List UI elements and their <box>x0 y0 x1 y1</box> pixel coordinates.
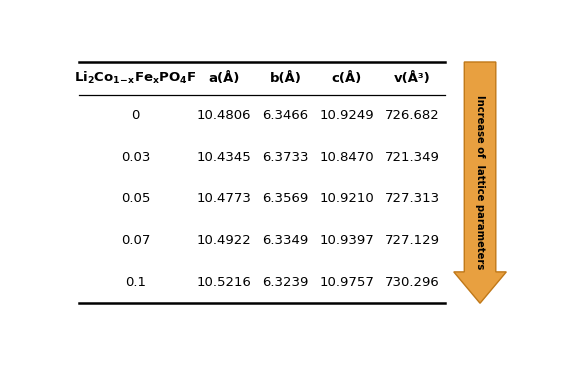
Text: 10.9249: 10.9249 <box>319 109 374 122</box>
Text: 10.9397: 10.9397 <box>319 234 374 247</box>
Text: b(Å): b(Å) <box>270 72 301 85</box>
Text: 10.5216: 10.5216 <box>197 276 251 289</box>
Text: 727.129: 727.129 <box>385 234 440 247</box>
Text: 10.8470: 10.8470 <box>319 151 374 164</box>
Text: a(Å): a(Å) <box>208 72 240 85</box>
Text: 6.3733: 6.3733 <box>262 151 308 164</box>
Text: 10.9757: 10.9757 <box>319 276 374 289</box>
Text: 0.03: 0.03 <box>121 151 150 164</box>
Text: 6.3349: 6.3349 <box>262 234 308 247</box>
Text: 6.3239: 6.3239 <box>262 276 308 289</box>
Text: 721.349: 721.349 <box>385 151 440 164</box>
Text: 10.9210: 10.9210 <box>319 192 374 206</box>
Text: 0.05: 0.05 <box>121 192 150 206</box>
Text: 0.1: 0.1 <box>125 276 146 289</box>
Text: 730.296: 730.296 <box>385 276 440 289</box>
Text: 727.313: 727.313 <box>385 192 440 206</box>
Text: c(Å): c(Å) <box>332 72 362 85</box>
Text: 10.4773: 10.4773 <box>197 192 251 206</box>
Text: 0: 0 <box>131 109 140 122</box>
Text: Increase of  lattice parameters: Increase of lattice parameters <box>475 95 485 270</box>
Polygon shape <box>454 62 506 303</box>
Text: 10.4806: 10.4806 <box>197 109 251 122</box>
Text: 0.07: 0.07 <box>121 234 150 247</box>
Text: 10.4345: 10.4345 <box>197 151 251 164</box>
Text: 6.3466: 6.3466 <box>262 109 308 122</box>
Text: 726.682: 726.682 <box>385 109 440 122</box>
Text: $\mathregular{Li_2Co_{1\!-\!x}Fe_xPO_4F}$: $\mathregular{Li_2Co_{1\!-\!x}Fe_xPO_4F}… <box>74 70 197 86</box>
Text: 10.4922: 10.4922 <box>197 234 251 247</box>
Text: 6.3569: 6.3569 <box>262 192 308 206</box>
Text: v(Å³): v(Å³) <box>394 72 431 85</box>
